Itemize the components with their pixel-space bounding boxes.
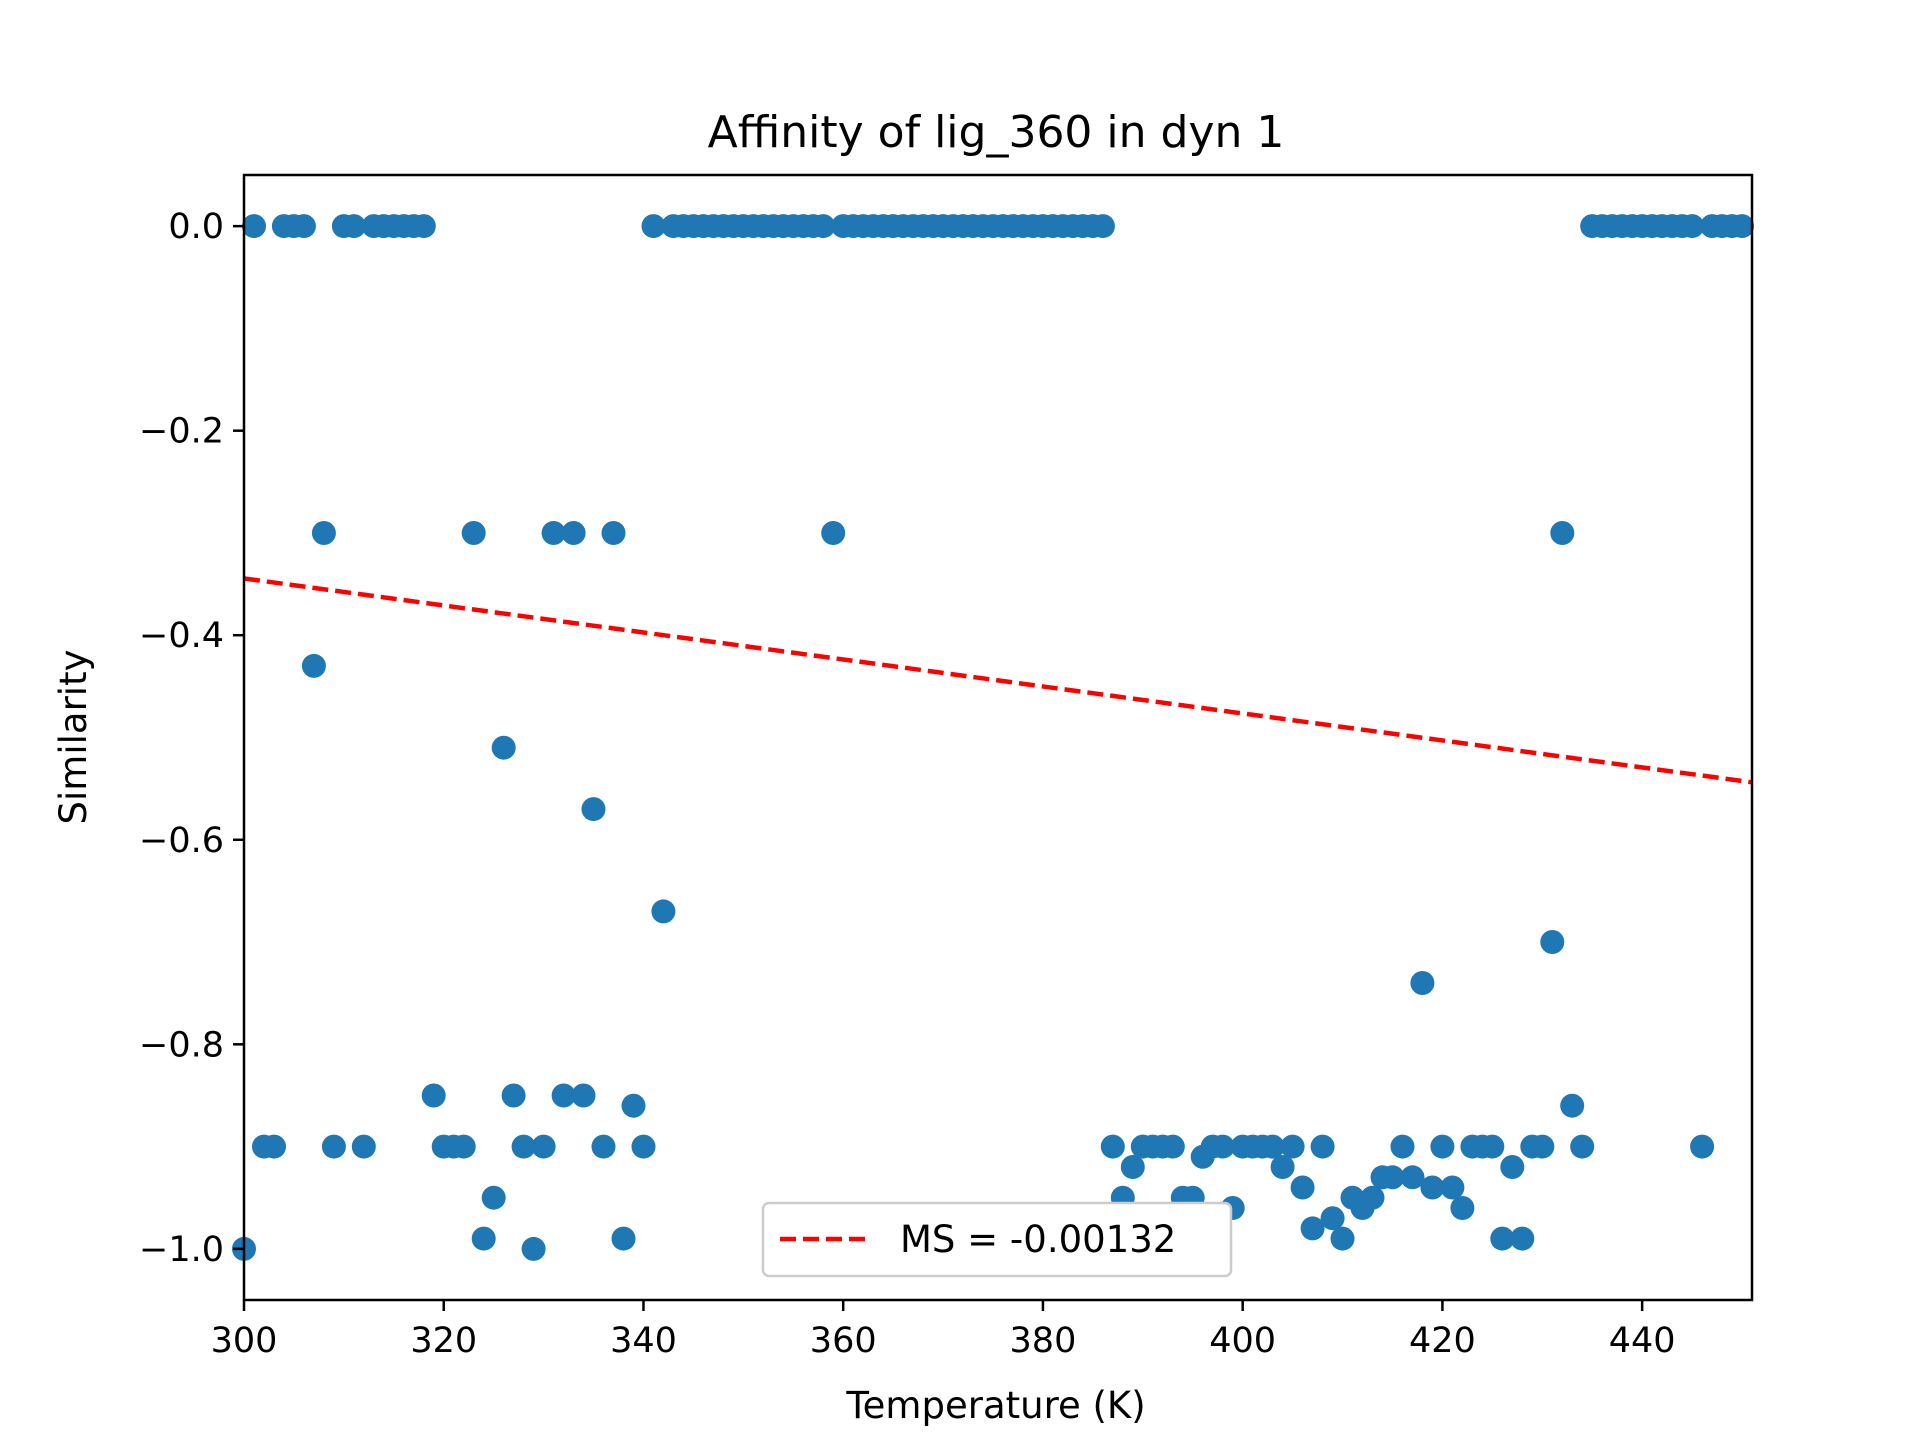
data-point: [631, 1134, 656, 1159]
x-tick-label: 300: [211, 1321, 278, 1361]
data-point: [471, 1226, 496, 1251]
data-point: [1300, 1216, 1325, 1241]
data-point: [1410, 971, 1435, 995]
data-point: [821, 521, 846, 545]
data-point: [301, 653, 326, 678]
data-point: [1500, 1155, 1525, 1179]
chart-title: Affinity of lig_360 in dyn 1: [708, 107, 1285, 158]
y-tick-label: −0.6: [139, 821, 224, 861]
data-point: [451, 1134, 476, 1159]
x-tick-label: 400: [1209, 1321, 1276, 1361]
y-axis: 0.0 −0.2 −0.4 −0.6 −0.8 −1.0: [139, 207, 244, 1270]
data-point: [541, 521, 566, 545]
x-axis-title: Temperature (K): [845, 1384, 1145, 1427]
data-point: [1510, 1226, 1535, 1251]
data-point: [1480, 1134, 1505, 1159]
data-point: [1260, 1134, 1285, 1159]
data-point: [581, 797, 606, 822]
data-point: [1680, 214, 1705, 239]
x-tick-label: 320: [410, 1321, 477, 1361]
data-point: [1530, 1134, 1555, 1159]
data-point: [511, 1134, 536, 1159]
y-tick-label: −0.4: [139, 616, 224, 656]
data-point: [641, 214, 666, 239]
data-point: [461, 521, 486, 545]
y-tick-label: −1.0: [139, 1230, 224, 1270]
data-point: [1560, 1093, 1585, 1118]
data-point: [311, 521, 336, 545]
plot-frame: [242, 173, 1754, 1302]
legend-trend-label: MS = -0.00132: [900, 1218, 1176, 1261]
data-point: [491, 735, 516, 760]
x-tick-label: 340: [610, 1321, 677, 1361]
data-point: [1330, 1226, 1355, 1251]
data-point: [1280, 1134, 1305, 1159]
data-point: [1270, 1155, 1295, 1179]
trend-layer: [243, 576, 1753, 785]
x-axis: 300 320 340 360 380 400 420 440: [211, 1300, 1676, 1361]
data-point: [1390, 1134, 1415, 1159]
data-point: [1690, 1134, 1715, 1159]
data-point: [1210, 1134, 1235, 1159]
data-point: [1450, 1196, 1475, 1220]
legend: MS = -0.00132: [761, 1201, 1233, 1278]
data-point: [601, 521, 626, 545]
data-point: [1290, 1175, 1315, 1200]
points-layer: [232, 214, 1754, 1261]
data-point: [1730, 214, 1754, 239]
data-point: [591, 1134, 616, 1159]
data-point: [621, 1093, 646, 1118]
data-point: [421, 1083, 446, 1108]
data-point: [1090, 214, 1115, 239]
legend-box: [761, 1201, 1233, 1278]
x-tick-label: 440: [1609, 1321, 1676, 1361]
data-point: [1380, 1165, 1405, 1190]
data-point: [1310, 1134, 1335, 1159]
data-point: [481, 1185, 506, 1210]
data-point: [1120, 1155, 1145, 1179]
data-point: [262, 1134, 286, 1159]
data-point: [611, 1226, 636, 1251]
data-point: [571, 1083, 596, 1108]
y-tick-label: −0.2: [139, 412, 224, 452]
x-tick-label: 360: [810, 1321, 877, 1361]
data-point: [811, 214, 836, 239]
data-point: [521, 1236, 546, 1261]
data-point: [321, 1134, 346, 1159]
data-point: [1400, 1165, 1425, 1190]
data-point: [1320, 1206, 1345, 1231]
data-point: [1430, 1134, 1455, 1159]
x-tick-label: 380: [1010, 1321, 1077, 1361]
trend-line: [243, 576, 1753, 785]
data-point: [341, 214, 366, 239]
data-point: [351, 1134, 376, 1159]
x-tick-label: 420: [1409, 1321, 1476, 1361]
data-point: [551, 1083, 576, 1108]
data-point: [1540, 930, 1565, 954]
data-point: [1440, 1175, 1465, 1200]
data-point: [651, 899, 676, 924]
data-point: [242, 214, 266, 239]
y-axis-title: Similarity: [52, 650, 95, 825]
data-point: [1550, 521, 1575, 545]
data-point: [291, 214, 316, 239]
data-point: [1100, 1134, 1125, 1159]
data-point: [531, 1134, 556, 1159]
data-point: [501, 1083, 526, 1108]
data-point: [1570, 1134, 1595, 1159]
y-tick-label: −0.8: [139, 1025, 224, 1065]
data-point: [561, 521, 586, 545]
data-point: [411, 214, 436, 239]
data-point: [1490, 1226, 1515, 1251]
data-point: [1160, 1134, 1185, 1159]
y-tick-label: 0.0: [168, 207, 224, 247]
data-point: [1420, 1175, 1445, 1200]
data-point: [1360, 1185, 1385, 1210]
